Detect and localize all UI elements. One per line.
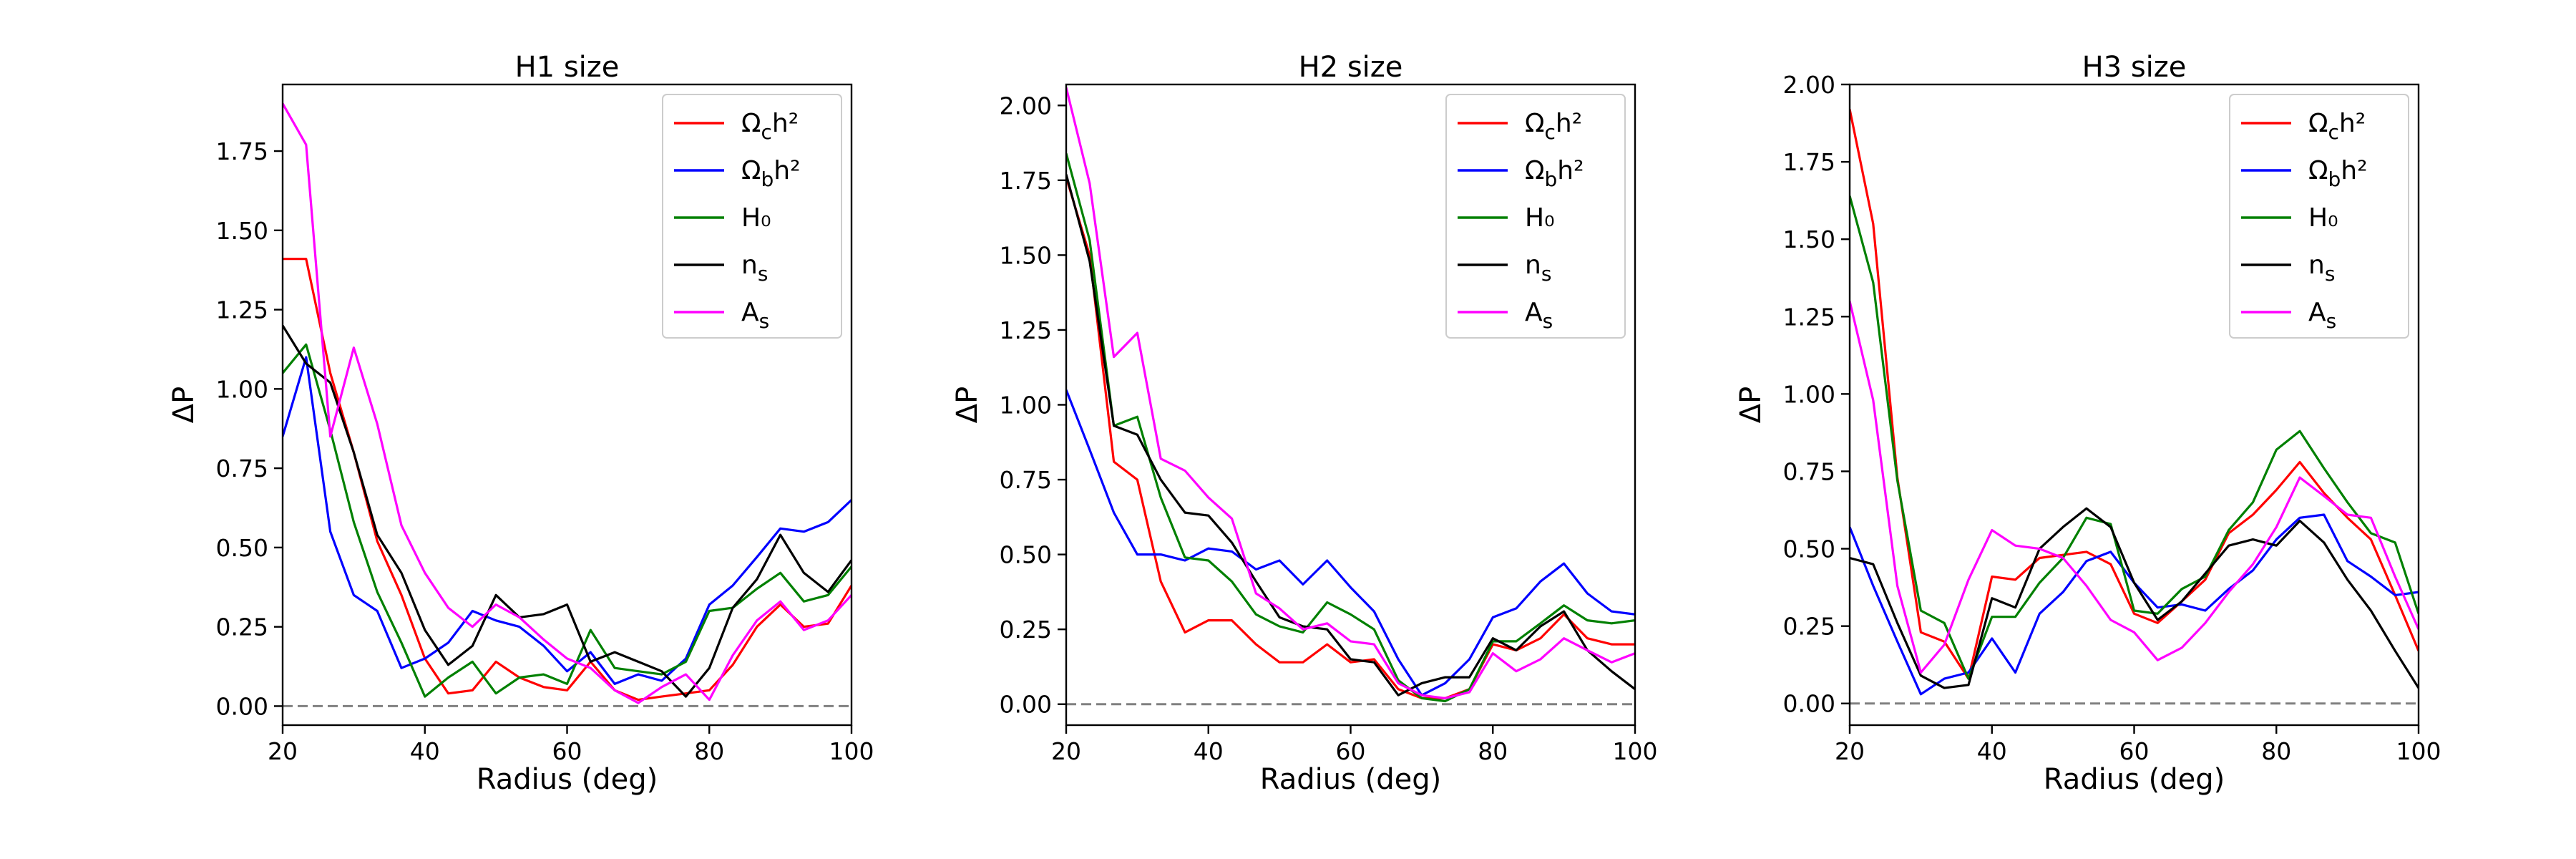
series-line-4 [283, 324, 852, 698]
x-tick-label: 80 [2261, 737, 2291, 765]
series-group [283, 102, 852, 704]
series-line-5 [1066, 87, 1635, 700]
legend-label-3: H₀ [2308, 203, 2338, 233]
y-tick-label: 0.75 [1000, 466, 1052, 494]
legend-label-4: ns [1525, 251, 1551, 286]
y-tick-label: 1.00 [1783, 380, 1835, 408]
x-tick-label: 40 [1194, 737, 1224, 765]
chart-panel-1: 20 40 60 80 100 0.00 0.25 0.50 0.75 1.00 1.25 1.50 1… [167, 51, 874, 796]
series-line-1 [1066, 177, 1635, 700]
legend-label-1: Ωch² [1525, 109, 1582, 144]
chart-title: H1 size [515, 51, 620, 84]
y-tick-label: 0.25 [1783, 613, 1835, 641]
legend-label-3: H₀ [741, 203, 771, 233]
legend-box [1445, 94, 1626, 339]
series-line-1 [283, 258, 852, 702]
legend-label-3: H₀ [1525, 203, 1555, 233]
y-axis-label: ΔP [1735, 387, 1767, 423]
chart-title: H2 size [1299, 51, 1403, 84]
y-tick-label: 2.00 [1783, 71, 1835, 99]
y-tick-label: 1.25 [216, 296, 268, 324]
x-tick-label: 80 [1478, 737, 1508, 765]
chart-panel-3: 20 40 60 80 100 0.00 0.25 0.50 0.75 1.00 1.25 1.50 1… [1735, 51, 2441, 796]
x-tick-label: 20 [1835, 737, 1865, 765]
series-line-5 [1850, 301, 2419, 674]
series-line-4 [1066, 174, 1635, 697]
legend: Ωch² Ωbh² H₀ ns As [1445, 94, 1626, 339]
y-axis-label: ΔP [951, 387, 984, 423]
legend-box [2229, 94, 2409, 339]
legend-label-4: ns [741, 251, 768, 286]
y-tick-label: 0.25 [216, 613, 268, 641]
y-tick-label: 0.50 [1783, 535, 1835, 563]
y-tick-label: 0.50 [1000, 541, 1052, 569]
x-axis-label: Radius (deg) [2044, 763, 2225, 796]
x-tick-label: 100 [2396, 737, 2441, 765]
x-axis-label: Radius (deg) [477, 763, 658, 796]
x-tick-label: 100 [1613, 737, 1658, 765]
series-group [1066, 87, 1635, 703]
x-tick-label: 40 [1977, 737, 2007, 765]
legend-label-1: Ωch² [2308, 109, 2366, 144]
legend-label-1: Ωch² [741, 109, 799, 144]
legend-box [662, 94, 842, 339]
series-line-3 [283, 343, 852, 698]
y-tick-label: 1.75 [1783, 148, 1835, 176]
y-tick-label: 0.75 [1783, 457, 1835, 485]
x-axis-label: Radius (deg) [1260, 763, 1441, 796]
series-line-5 [283, 102, 852, 704]
x-tick-label: 20 [268, 737, 298, 765]
y-tick-label: 0.00 [216, 692, 268, 720]
y-tick-label: 0.00 [1783, 690, 1835, 718]
series-group [1850, 109, 2419, 696]
x-tick-label: 100 [829, 737, 874, 765]
y-tick-label: 0.75 [216, 455, 268, 482]
y-tick-label: 1.50 [1000, 241, 1052, 269]
y-tick-label: 1.75 [1000, 167, 1052, 195]
series-line-2 [1066, 389, 1635, 697]
legend-label-5: As [741, 298, 769, 333]
y-tick-label: 0.25 [1000, 616, 1052, 644]
series-line-3 [1850, 195, 2419, 680]
legend: Ωch² Ωbh² H₀ ns As [2229, 94, 2409, 339]
x-tick-label: 40 [410, 737, 440, 765]
y-tick-label: 1.50 [1783, 225, 1835, 253]
legend-label-2: Ωbh² [2308, 156, 2368, 191]
y-tick-label: 1.25 [1783, 303, 1835, 331]
y-tick-label: 1.75 [216, 137, 268, 165]
x-tick-label: 60 [1336, 737, 1366, 765]
y-tick-label: 1.25 [1000, 316, 1052, 344]
chart-panel-2: 20 40 60 80 100 0.00 0.25 0.50 0.75 1.00 1.25 1.50 1… [951, 51, 1658, 796]
y-tick-label: 0.50 [216, 534, 268, 562]
series-line-3 [1066, 152, 1635, 703]
series-line-2 [1850, 513, 2419, 696]
y-tick-label: 1.50 [216, 217, 268, 245]
x-tick-label: 60 [2119, 737, 2150, 765]
legend-label-4: ns [2308, 251, 2335, 286]
y-tick-label: 1.00 [216, 375, 268, 403]
legend-label-2: Ωbh² [741, 156, 801, 191]
x-tick-label: 80 [694, 737, 724, 765]
chart-title: H3 size [2082, 51, 2187, 84]
y-axis-label: ΔP [167, 387, 200, 423]
legend-label-5: As [1525, 298, 1553, 333]
series-line-2 [283, 356, 852, 686]
legend-label-2: Ωbh² [1525, 156, 1584, 191]
series-line-4 [1850, 507, 2419, 689]
x-tick-label: 20 [1051, 737, 1081, 765]
x-tick-label: 60 [552, 737, 582, 765]
y-tick-label: 0.00 [1000, 691, 1052, 719]
y-tick-label: 2.00 [1000, 92, 1052, 120]
legend: Ωch² Ωbh² H₀ ns As [662, 94, 842, 339]
legend-label-5: As [2308, 298, 2336, 333]
y-tick-label: 1.00 [1000, 392, 1052, 419]
